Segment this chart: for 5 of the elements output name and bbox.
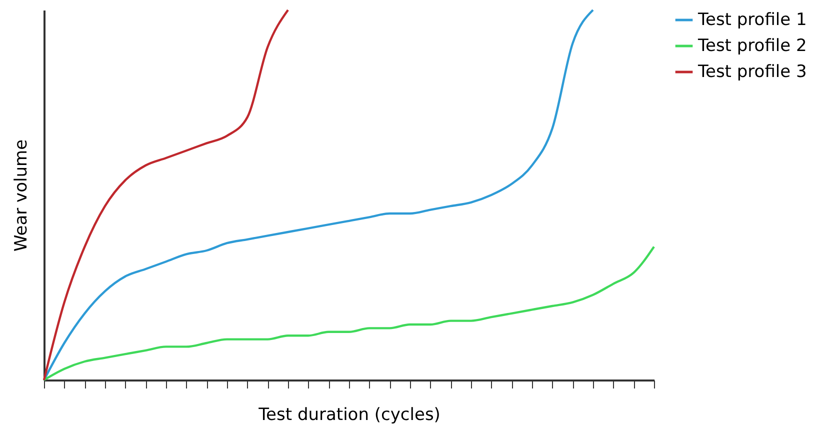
legend-label: Test profile 3 (697, 62, 807, 82)
y-axis-title: Wear volume (12, 139, 32, 252)
legend-label: Test profile 2 (697, 36, 807, 56)
legend-label: Test profile 1 (697, 10, 807, 30)
x-axis-title: Test duration (cycles) (258, 405, 440, 425)
